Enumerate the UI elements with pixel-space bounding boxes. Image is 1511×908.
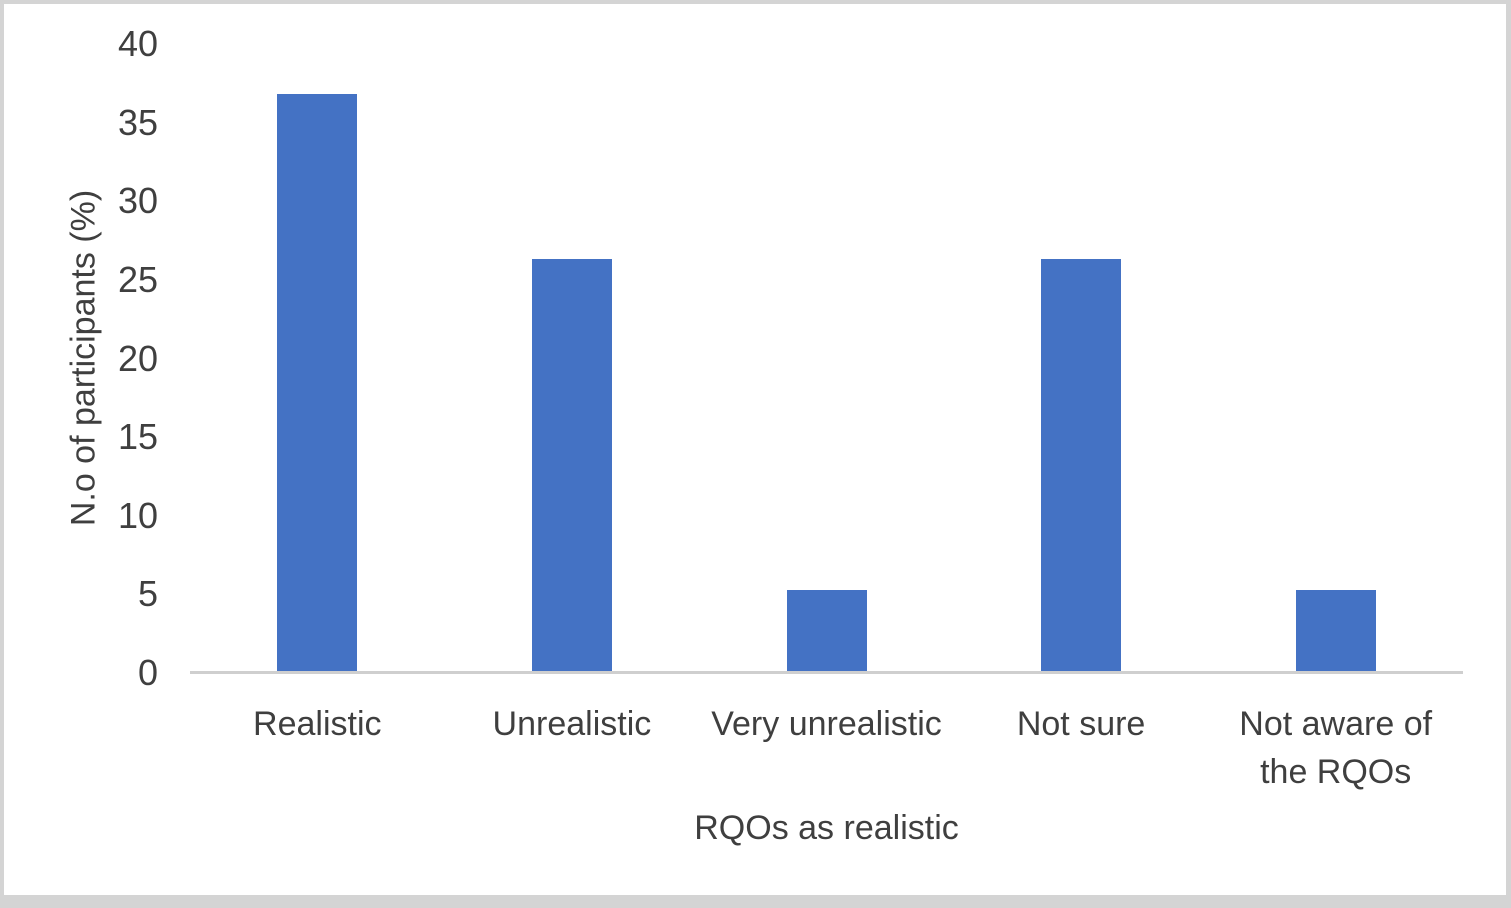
- x-category-label: Unrealistic: [492, 705, 652, 743]
- x-category-label: Not aware of the RQOs: [1239, 705, 1433, 791]
- bar: [1295, 589, 1376, 673]
- x-axis-line: [190, 671, 1463, 674]
- bar: [277, 94, 358, 673]
- y-tick-label: 40: [117, 23, 158, 64]
- y-tick-label: 10: [117, 494, 158, 536]
- y-tick-label: 35: [117, 101, 158, 143]
- x-axis-title: RQOs as realistic: [694, 809, 959, 847]
- x-category-label: Not sure: [1016, 705, 1146, 743]
- bar: [1041, 259, 1122, 673]
- y-tick-label: 25: [117, 258, 158, 300]
- y-tick-label: 20: [117, 337, 158, 379]
- bar: [531, 259, 612, 673]
- y-tick-label: 30: [117, 180, 158, 222]
- y-tick-label: 5: [137, 573, 158, 615]
- bar: [786, 589, 867, 673]
- y-tick-label: 0: [137, 652, 158, 693]
- x-category-label: Very unrealistic: [711, 705, 942, 743]
- y-tick-label: 15: [117, 416, 158, 458]
- x-category-label: Realistic: [253, 705, 382, 743]
